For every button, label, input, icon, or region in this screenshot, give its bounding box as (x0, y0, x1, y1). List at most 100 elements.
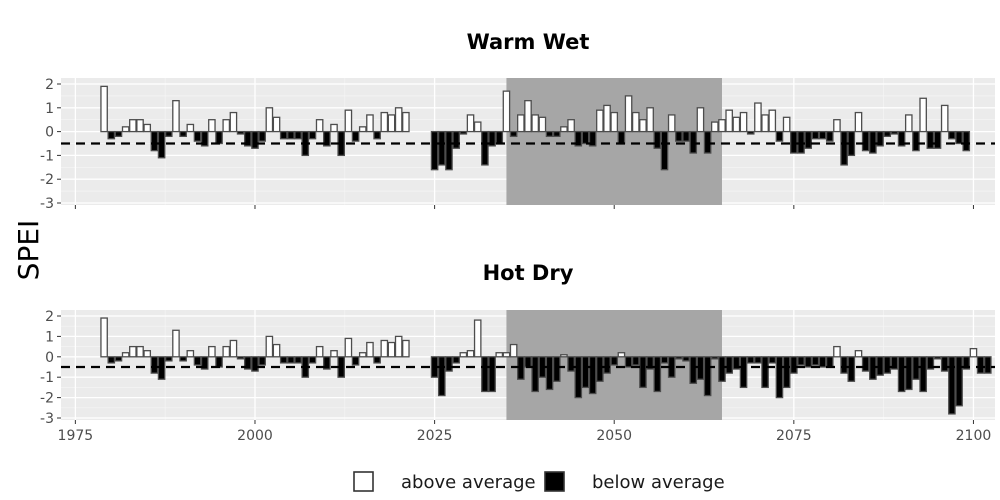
bar (236, 356, 245, 360)
bar (509, 130, 518, 138)
bar (725, 356, 733, 374)
bar (495, 352, 504, 358)
bar (129, 119, 137, 133)
bar (251, 356, 259, 372)
bar (330, 350, 338, 358)
bar (545, 356, 554, 391)
bar (624, 356, 633, 368)
bar (940, 356, 949, 372)
y-tick-label: 1 (45, 101, 54, 117)
bar (114, 130, 123, 138)
bar (603, 356, 611, 374)
bar (660, 130, 669, 171)
bar (524, 100, 532, 133)
bar (876, 130, 884, 147)
bar (962, 130, 971, 152)
x-tick-label: 2025 (417, 428, 453, 444)
bar (552, 130, 561, 138)
bar (552, 356, 561, 382)
bar (631, 111, 640, 133)
bar (574, 130, 583, 147)
bar (394, 107, 403, 133)
bar (488, 130, 496, 147)
bar (948, 356, 956, 415)
y-tick-label: -1 (40, 148, 54, 164)
bar (193, 130, 202, 142)
x-tick-label: 2050 (596, 428, 632, 444)
panel-0: Warm Wet -3 -2 -1 0 1 2 (40, 30, 995, 212)
x-tick-label: 2075 (776, 428, 812, 444)
bar (667, 114, 676, 133)
bar (854, 350, 863, 358)
bar (229, 111, 238, 133)
bar (279, 356, 288, 364)
bar (481, 356, 489, 393)
bar (948, 130, 956, 140)
bar (308, 356, 317, 364)
y-tick-label: 0 (45, 350, 54, 366)
bar (373, 356, 381, 364)
bar (351, 356, 360, 366)
bar (437, 130, 446, 166)
bar (200, 356, 209, 370)
y-tick-label: -2 (40, 391, 54, 407)
bar (883, 130, 892, 138)
bar (682, 130, 690, 142)
bar (710, 356, 719, 360)
bar (100, 317, 108, 358)
bar (955, 356, 963, 407)
x-tick-label: 2100 (956, 428, 992, 444)
bar (797, 130, 805, 154)
bar (833, 345, 841, 358)
bar (380, 111, 389, 133)
bar (596, 109, 604, 133)
bar (215, 356, 223, 368)
bar (545, 130, 554, 138)
bar (114, 356, 123, 362)
bar (732, 356, 741, 370)
bar (502, 90, 511, 133)
bar (107, 356, 116, 364)
bar (459, 352, 468, 358)
bar (107, 130, 116, 140)
bar (488, 356, 496, 393)
bar (222, 119, 231, 133)
bar (445, 356, 453, 372)
bar (940, 104, 949, 133)
legend: above average below average (353, 471, 725, 493)
bar (739, 356, 748, 389)
y-axis-label: SPEI (12, 220, 45, 281)
bar (394, 335, 403, 358)
bar (825, 356, 834, 368)
y-tick-label: 2 (45, 77, 54, 93)
bar (294, 356, 302, 364)
bar (646, 107, 654, 133)
bar (531, 114, 539, 133)
bar (596, 356, 604, 382)
bar (890, 356, 899, 370)
bar (179, 356, 187, 362)
bar (933, 356, 942, 360)
bar (208, 119, 216, 133)
bar (782, 116, 791, 133)
bar (466, 350, 475, 358)
bar (904, 356, 913, 391)
bar (912, 130, 920, 152)
bar (351, 130, 360, 142)
bar (229, 339, 238, 358)
bar (962, 356, 971, 370)
bar (502, 352, 511, 358)
bar (402, 339, 410, 358)
bar (445, 130, 453, 171)
bar (452, 356, 460, 364)
bar (603, 104, 611, 133)
bar (926, 356, 935, 370)
bar (430, 130, 439, 171)
bar (782, 356, 791, 389)
bar (682, 356, 690, 362)
bar (560, 354, 568, 358)
bar (509, 343, 518, 358)
bar (754, 102, 762, 133)
bar (818, 130, 827, 140)
